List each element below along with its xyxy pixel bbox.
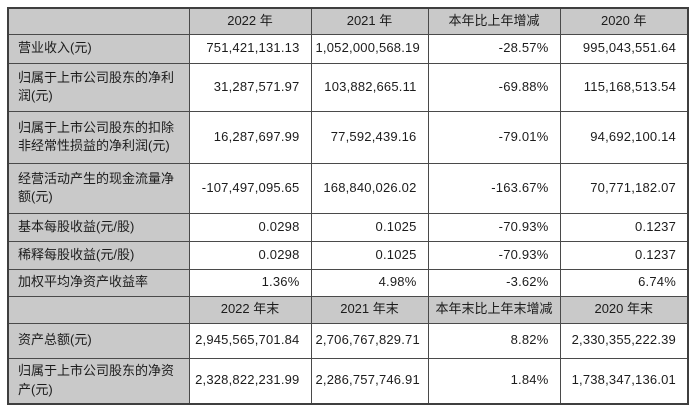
- eoy-header-row: 2022 年末 2021 年末 本年末比上年末增减 2020 年末: [7, 295, 689, 324]
- value-cell: -163.67%: [427, 162, 561, 214]
- row-label: 经营活动产生的现金流量净额(元): [7, 162, 190, 214]
- value-cell: 168,840,026.02: [310, 162, 429, 214]
- value-cell: 1.84%: [427, 357, 561, 405]
- period-header-row: 2022 年 2021 年 本年比上年增减 2020 年: [7, 7, 689, 35]
- table-row-weighted-roe: 加权平均净资产收益率 1.36% 4.98% -3.62% 6.74%: [7, 268, 689, 297]
- table-row-total-assets: 资产总额(元) 2,945,565,701.84 2,706,767,829.7…: [7, 322, 689, 359]
- col-header-yoy-change: 本年比上年增减: [427, 7, 561, 35]
- value-cell: -70.93%: [427, 212, 561, 242]
- value-cell: 1,738,347,136.01: [559, 357, 689, 405]
- financial-summary-table: 2022 年 2021 年 本年比上年增减 2020 年 营业收入(元) 751…: [7, 7, 689, 405]
- value-cell: 6.74%: [559, 268, 689, 297]
- value-cell: 0.0298: [188, 212, 312, 242]
- row-label: 归属于上市公司股东的净利润(元): [7, 62, 190, 112]
- row-label: 基本每股收益(元/股): [7, 212, 190, 242]
- table-row-basic-eps: 基本每股收益(元/股) 0.0298 0.1025 -70.93% 0.1237: [7, 212, 689, 242]
- value-cell: -79.01%: [427, 110, 561, 164]
- row-label: 归属于上市公司股东的扣除非经常性损益的净利润(元): [7, 110, 190, 164]
- row-label: 营业收入(元): [7, 33, 190, 64]
- value-cell: 2,286,757,746.91: [310, 357, 429, 405]
- value-cell: 77,592,439.16: [310, 110, 429, 164]
- value-cell: 995,043,551.64: [559, 33, 689, 64]
- table-row-deducted-net-profit: 归属于上市公司股东的扣除非经常性损益的净利润(元) 16,287,697.99 …: [7, 110, 689, 164]
- value-cell: 31,287,571.97: [188, 62, 312, 112]
- value-cell: 0.0298: [188, 240, 312, 270]
- col-header-2021: 2021 年: [310, 7, 429, 35]
- row-label: 加权平均净资产收益率: [7, 268, 190, 297]
- value-cell: 4.98%: [310, 268, 429, 297]
- value-cell: 70,771,182.07: [559, 162, 689, 214]
- col-header-2020-eoy: 2020 年末: [559, 295, 689, 324]
- value-cell: 8.82%: [427, 322, 561, 359]
- col-header-2020: 2020 年: [559, 7, 689, 35]
- value-cell: -69.88%: [427, 62, 561, 112]
- row-label: 稀释每股收益(元/股): [7, 240, 190, 270]
- table-row-revenue: 营业收入(元) 751,421,131.13 1,052,000,568.19 …: [7, 33, 689, 64]
- value-cell: 751,421,131.13: [188, 33, 312, 64]
- col-header-2022: 2022 年: [188, 7, 312, 35]
- value-cell: -107,497,095.65: [188, 162, 312, 214]
- value-cell: 0.1237: [559, 212, 689, 242]
- table-row-operating-cash-flow: 经营活动产生的现金流量净额(元) -107,497,095.65 168,840…: [7, 162, 689, 214]
- value-cell: 115,168,513.54: [559, 62, 689, 112]
- table-row-diluted-eps: 稀释每股收益(元/股) 0.0298 0.1025 -70.93% 0.1237: [7, 240, 689, 270]
- col-header-2021-eoy: 2021 年末: [310, 295, 429, 324]
- row-label: 资产总额(元): [7, 322, 190, 359]
- value-cell: 2,945,565,701.84: [188, 322, 312, 359]
- table-row-net-assets: 归属于上市公司股东的净资产(元) 2,328,822,231.99 2,286,…: [7, 357, 689, 405]
- value-cell: 0.1025: [310, 240, 429, 270]
- table-row-net-profit: 归属于上市公司股东的净利润(元) 31,287,571.97 103,882,6…: [7, 62, 689, 112]
- value-cell: -3.62%: [427, 268, 561, 297]
- value-cell: -70.93%: [427, 240, 561, 270]
- corner-blank-cell: [7, 295, 190, 324]
- col-header-2022-eoy: 2022 年末: [188, 295, 312, 324]
- value-cell: 94,692,100.14: [559, 110, 689, 164]
- value-cell: 2,330,355,222.39: [559, 322, 689, 359]
- value-cell: 0.1237: [559, 240, 689, 270]
- corner-blank-cell: [7, 7, 190, 35]
- value-cell: 1.36%: [188, 268, 312, 297]
- col-header-eoy-change: 本年末比上年末增减: [427, 295, 561, 324]
- value-cell: 16,287,697.99: [188, 110, 312, 164]
- value-cell: 103,882,665.11: [310, 62, 429, 112]
- value-cell: 2,328,822,231.99: [188, 357, 312, 405]
- value-cell: 1,052,000,568.19: [310, 33, 429, 64]
- value-cell: -28.57%: [427, 33, 561, 64]
- row-label: 归属于上市公司股东的净资产(元): [7, 357, 190, 405]
- value-cell: 2,706,767,829.71: [310, 322, 429, 359]
- value-cell: 0.1025: [310, 212, 429, 242]
